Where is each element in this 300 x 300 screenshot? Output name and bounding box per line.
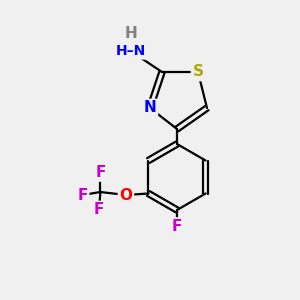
Text: H: H [124,26,137,40]
Text: F: F [172,219,182,234]
Text: F: F [94,202,104,217]
Text: O: O [119,188,132,202]
Text: H–N: H–N [116,44,146,58]
Text: S: S [193,64,203,80]
Text: F: F [95,165,106,180]
Text: N: N [144,100,156,116]
Text: F: F [77,188,88,202]
